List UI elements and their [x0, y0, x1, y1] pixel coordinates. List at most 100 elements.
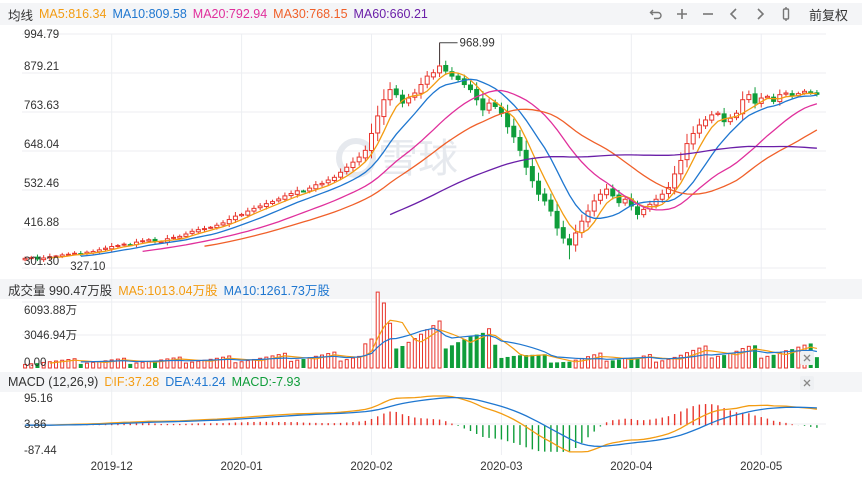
ma5-line [49, 71, 817, 259]
candle-body [406, 97, 412, 104]
volume-bar [134, 362, 139, 369]
candle-body [591, 200, 597, 212]
macd-value-label: MACD:-7.93 [231, 375, 301, 389]
volume-bar [548, 362, 553, 368]
volume-bar [122, 357, 127, 369]
candle-body [443, 64, 449, 72]
candle-body [226, 219, 232, 225]
volume-bar [425, 329, 430, 369]
volume-bar [431, 325, 436, 369]
candle-body [369, 132, 375, 152]
candle-body [171, 236, 177, 239]
volume-bar [128, 363, 133, 368]
candle-body [560, 227, 566, 239]
price-axis-label: 416.88 [24, 217, 59, 229]
volume-bar [221, 356, 226, 369]
candle-body [449, 71, 455, 77]
volume-bar [573, 359, 578, 369]
price-adjust-dropdown[interactable]: 前复权 [808, 7, 848, 23]
macd-axis-label: -87.44 [24, 445, 57, 457]
volume-bar [350, 357, 355, 369]
volume-bar [91, 361, 96, 369]
candle-body [381, 99, 387, 118]
dif-label: DIF:37.28 [104, 375, 160, 389]
candle-body [344, 166, 350, 172]
candle-body [758, 97, 764, 104]
volume-ma10-label: MA10:1261.73万股 [223, 283, 330, 298]
watermark-text: 雪球 [378, 136, 458, 182]
ma30-label: MA30:768.15 [273, 7, 348, 21]
candle-body [257, 205, 263, 209]
candle-mode-icon[interactable] [777, 5, 795, 23]
candle-body [399, 94, 405, 104]
chevron-left-icon[interactable] [725, 5, 743, 23]
volume-bar [511, 355, 516, 368]
volume-bar [746, 345, 751, 369]
chart-controls: 前复权 [647, 3, 862, 25]
ma20-label: MA20:792.94 [192, 7, 268, 21]
ma-header: 均线 MA5:816.34 MA10:809.58 MA20:792.94 MA… [0, 3, 862, 25]
candle-body [146, 239, 152, 242]
volume-bar [233, 362, 238, 369]
macd-settings-icon[interactable] [800, 376, 814, 390]
candle-body [665, 186, 671, 195]
candle-body [41, 257, 47, 261]
candle-body [201, 228, 207, 231]
volume-bar [740, 348, 745, 369]
candle-body [140, 240, 146, 243]
volume-bar [678, 354, 683, 369]
candle-body [177, 235, 183, 239]
volume-settings-icon[interactable] [800, 351, 814, 365]
price-axis-label: 763.63 [24, 100, 59, 112]
x-axis-label: 2020-02 [350, 461, 392, 473]
volume-panel [22, 291, 826, 369]
volume-bar [462, 339, 467, 368]
chevron-right-icon[interactable] [751, 5, 769, 23]
volume-bar [697, 347, 702, 369]
candle-body [733, 112, 739, 119]
volume-bar [115, 358, 120, 369]
x-axis-label: 2020-04 [610, 461, 653, 473]
candle-body [604, 188, 610, 196]
volume-bar [468, 336, 473, 368]
zoom-in-icon[interactable] [673, 5, 691, 23]
volume-bar [270, 355, 275, 369]
volume-bar [264, 356, 269, 369]
volume-bar [517, 355, 522, 368]
volume-bar [790, 349, 795, 368]
volume-bar [672, 356, 677, 369]
zoom-out-icon[interactable] [699, 5, 717, 23]
candle-body [548, 199, 554, 212]
volume-bar [771, 354, 776, 368]
volume-bar [307, 357, 312, 369]
x-axis-label: 2019-12 [91, 461, 133, 473]
undo-icon[interactable] [647, 5, 665, 23]
volume-bar [419, 333, 423, 369]
volume-bar [190, 361, 195, 369]
candle-body [808, 91, 814, 94]
volume-bar [728, 352, 733, 369]
candle-body [375, 115, 381, 134]
volume-bar [443, 348, 448, 368]
volume-bar [480, 332, 485, 368]
candle-body [641, 208, 647, 216]
axis-labels: 994.79 879.21 763.63 648.04 532.46 416.88 301.… [24, 29, 782, 473]
volume-bar [734, 350, 739, 369]
candle-body [65, 253, 71, 256]
candle-body [517, 136, 523, 151]
candle-body [783, 92, 789, 95]
volume-bar [623, 357, 628, 369]
candle-body [467, 84, 473, 91]
volume-axis-label: 0.00 [24, 357, 46, 369]
macd-header: MACD (12,26,9) DIF:37.28 DEA:41.24 MACD:… [0, 372, 862, 392]
volume-bar [159, 359, 164, 369]
candle-body [696, 124, 702, 134]
candle-body [647, 203, 653, 210]
candle-body [672, 173, 678, 189]
volume-bar [78, 363, 83, 368]
volume-bar [103, 360, 108, 369]
candle-body [356, 156, 362, 163]
volume-bar [400, 346, 405, 368]
